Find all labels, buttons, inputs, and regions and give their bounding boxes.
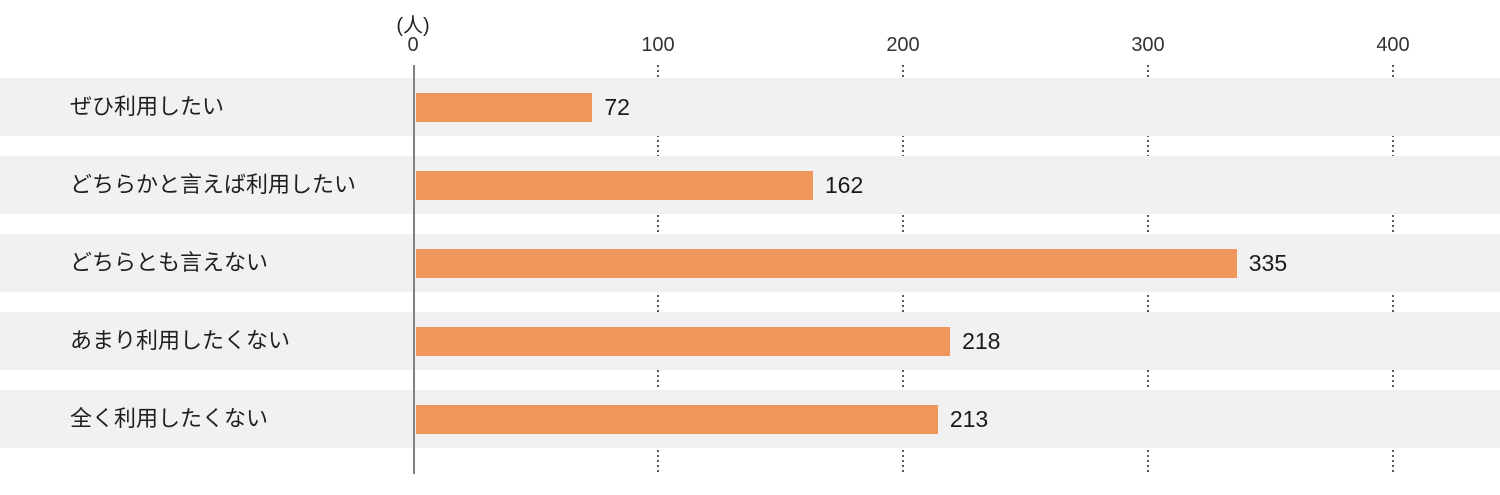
row-band: 全く利用したくない 213 bbox=[0, 390, 1500, 448]
bar bbox=[416, 405, 938, 434]
row-band: ぜひ利用したい 72 bbox=[0, 78, 1500, 136]
value-label: 213 bbox=[949, 406, 989, 432]
axis-unit-label: (人) bbox=[396, 15, 430, 37]
bar bbox=[416, 249, 1237, 278]
x-axis-tick-label: 300 bbox=[1131, 34, 1165, 56]
x-axis-tick-label: 200 bbox=[886, 34, 920, 56]
value-label: 218 bbox=[962, 328, 1001, 354]
value-label: 335 bbox=[1248, 250, 1288, 276]
x-axis-tick-label: 100 bbox=[641, 34, 675, 56]
category-label: ぜひ利用したい bbox=[70, 94, 225, 119]
value-label: 72 bbox=[604, 94, 630, 120]
row-band: どちらかと言えば利用したい 162 bbox=[0, 156, 1500, 214]
x-axis-tick-label: 0 bbox=[407, 34, 419, 56]
y-axis-line bbox=[413, 65, 415, 474]
bar bbox=[416, 93, 593, 122]
category-label: あまり利用したくない bbox=[70, 328, 291, 353]
bar bbox=[416, 327, 951, 356]
category-label: どちらとも言えない bbox=[70, 250, 269, 275]
value-label: 162 bbox=[824, 172, 864, 198]
category-label: どちらかと言えば利用したい bbox=[70, 172, 357, 197]
row-band: どちらとも言えない 335 bbox=[0, 234, 1500, 292]
category-label: 全く利用したくない bbox=[70, 406, 269, 431]
row-band: あまり利用したくない 218 bbox=[0, 312, 1500, 370]
bar bbox=[416, 171, 813, 200]
x-axis-tick-label: 400 bbox=[1376, 34, 1410, 56]
